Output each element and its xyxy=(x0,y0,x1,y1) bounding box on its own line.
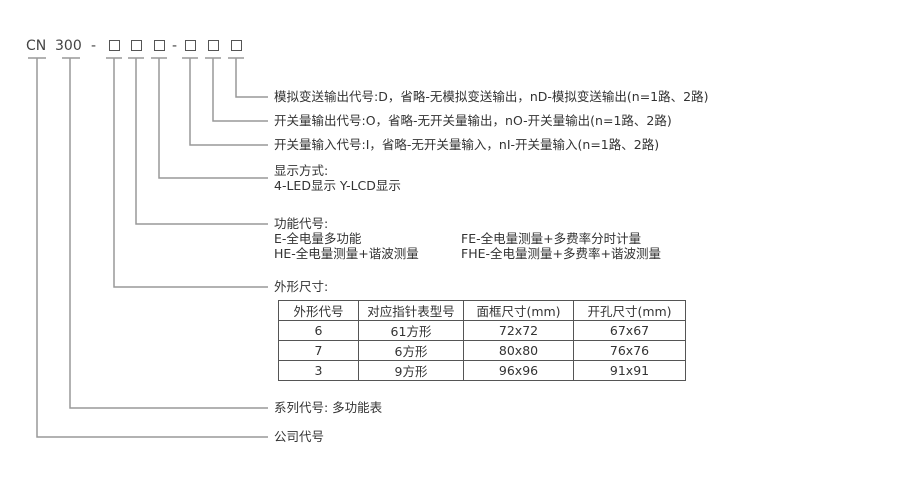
function-item: HE-全电量测量+谐波测量 xyxy=(274,246,419,261)
code-dash: - xyxy=(91,38,97,54)
line-switch-in xyxy=(189,58,268,146)
table-cell: 7 xyxy=(278,340,359,361)
label-display-title: 显示方式: xyxy=(274,163,329,178)
label-size-title: 外形尺寸: xyxy=(274,279,329,294)
table-header: 外形代号 xyxy=(278,300,359,321)
line-analog xyxy=(235,58,268,98)
line-size xyxy=(113,58,268,288)
code-box-function xyxy=(131,40,142,51)
table-header: 面框尺寸(mm) xyxy=(463,300,574,321)
table-header: 对应指针表型号 xyxy=(358,300,464,321)
line-display xyxy=(158,58,268,179)
table-cell: 6方形 xyxy=(358,340,464,361)
table-row: 7 6方形 80x80 76x76 xyxy=(278,340,686,361)
table-cell: 9方形 xyxy=(358,360,464,381)
label-display-desc: 4-LED显示 Y-LCD显示 xyxy=(274,178,401,193)
line-company xyxy=(36,58,268,438)
table-cell: 67x67 xyxy=(573,320,686,341)
code-box-size xyxy=(109,40,120,51)
table-header: 开孔尺寸(mm) xyxy=(573,300,686,321)
line-series xyxy=(69,58,268,409)
function-item: E-全电量多功能 xyxy=(274,231,362,246)
table-cell: 80x80 xyxy=(463,340,574,361)
table-row: 6 61方形 72x72 67x67 xyxy=(278,320,686,341)
table-row: 3 9方形 96x96 91x91 xyxy=(278,360,686,381)
label-switch-in: 开关量输入代号:I，省略-无开关量输入，nI-开关量输入(n=1路、2路) xyxy=(274,137,660,152)
table-cell: 96x96 xyxy=(463,360,574,381)
function-item: FE-全电量测量+多费率分时计量 xyxy=(461,231,642,246)
code-box-analog xyxy=(231,40,242,51)
code-prefix: CN xyxy=(26,38,47,54)
table-cell: 6 xyxy=(278,320,359,341)
function-item: FHE-全电量测量+多费率+谐波测量 xyxy=(461,246,661,261)
label-series: 系列代号: 多功能表 xyxy=(274,400,383,415)
table-cell: 3 xyxy=(278,360,359,381)
label-analog: 模拟变送输出代号:D，省略-无模拟变送输出，nD-模拟变送输出(n=1路、2路) xyxy=(274,89,709,104)
table-header-row: 外形代号 对应指针表型号 面框尺寸(mm) 开孔尺寸(mm) xyxy=(278,300,686,321)
table-cell: 61方形 xyxy=(358,320,464,341)
code-box-switch-out xyxy=(208,40,219,51)
code-dash: - xyxy=(172,38,178,54)
label-company: 公司代号 xyxy=(274,429,325,444)
line-function xyxy=(135,58,268,225)
size-table: 外形代号 对应指针表型号 面框尺寸(mm) 开孔尺寸(mm) 6 61方形 72x7… xyxy=(278,300,686,381)
table-cell: 72x72 xyxy=(463,320,574,341)
code-box-switch-in xyxy=(185,40,196,51)
label-switch-out: 开关量输出代号:O，省略-无开关量输出，nO-开关量输出(n=1路、2路) xyxy=(274,113,672,128)
table-cell: 91x91 xyxy=(573,360,686,381)
table-cell: 76x76 xyxy=(573,340,686,361)
code-box-display xyxy=(154,40,165,51)
code-series: 300 xyxy=(55,38,82,54)
label-function-title: 功能代号: xyxy=(274,216,329,231)
line-switch-out xyxy=(212,58,268,122)
